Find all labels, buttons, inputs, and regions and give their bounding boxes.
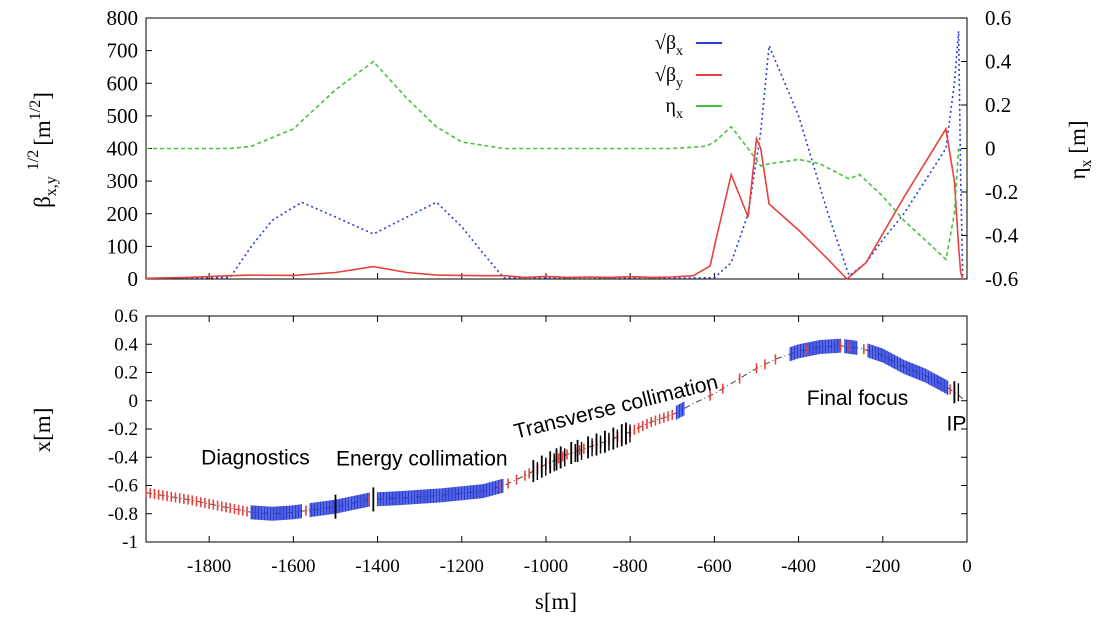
top-ytick-label: 800 xyxy=(107,6,139,30)
bottom-xtick-label: -400 xyxy=(781,556,816,577)
top-ytick-label: 0 xyxy=(128,267,139,291)
bottom-xtick-label: -600 xyxy=(697,556,732,577)
bottom-xtick-label: -1400 xyxy=(355,556,399,577)
bottom-ytick-label: 0.2 xyxy=(114,363,138,384)
legend-label-beta-x: √β xyxy=(655,32,676,54)
bottom-ytick-label: -0.6 xyxy=(108,476,138,497)
top-ytick-label: 200 xyxy=(107,202,139,226)
svg-text:ηx: ηx xyxy=(666,95,683,122)
legend-entry-beta-y: √βy xyxy=(655,64,722,91)
top-ytick-label: 400 xyxy=(107,137,139,161)
bottom-xtick-label: -800 xyxy=(613,556,648,577)
bottom-ytick-label: -1 xyxy=(122,532,138,553)
bottom-x-ticks: -1800 -1600 -1400 -1200 -1000 -800 -600 -400 -20… xyxy=(187,316,972,577)
top-ytick-label: 100 xyxy=(107,234,139,258)
top-y2tick-label: -0.2 xyxy=(985,180,1018,204)
top-ytick-label: 600 xyxy=(107,71,139,95)
legend-entry-eta-x: ηx xyxy=(666,95,722,122)
bottom-ytick-label: 0 xyxy=(129,391,139,412)
top-y2tick-label: -0.6 xyxy=(985,267,1018,291)
bottom-xtick-label: -1200 xyxy=(440,556,484,577)
series-line-x xyxy=(145,31,964,280)
top-ytick-label: 300 xyxy=(107,169,139,193)
bottom-ylabel: x[m] xyxy=(30,408,55,453)
annotation-label: Diagnostics xyxy=(201,446,310,469)
bottom-ytick-label: 0.6 xyxy=(114,306,138,327)
bottom-xtick-label: -1800 xyxy=(187,556,231,577)
series-line-x xyxy=(146,60,960,261)
legend-label-eta-x: η xyxy=(666,95,676,117)
legend-label-beta-y: √β xyxy=(655,64,676,86)
bottom-annotations: Diagnostics Energy collimationTransverse … xyxy=(201,371,966,471)
top-series xyxy=(145,31,964,281)
svg-text:√βy: √βy xyxy=(655,64,683,91)
bottom-ytick-label: -0.8 xyxy=(108,504,138,525)
top-ytick-label: 500 xyxy=(107,104,139,128)
top-y2tick-label: 0.2 xyxy=(985,93,1011,117)
annotation-label: IP xyxy=(947,412,967,435)
top-y2label: ηx [m] xyxy=(1065,121,1095,180)
bottom-ytick-label: -0.4 xyxy=(108,447,139,468)
top-y2tick-label: 0.6 xyxy=(985,6,1011,30)
bottom-xtick-label: -200 xyxy=(865,556,900,577)
annotation-label: Final focus xyxy=(807,387,909,410)
bottom-ytick-label: 0.4 xyxy=(114,334,138,355)
top-ylabel: βx,y1/2[m1/2] xyxy=(25,92,60,208)
bottom-xtick-label: -1000 xyxy=(524,556,568,577)
bottom-y-ticks: -1 -0.8 -0.6 -0.4 -0.2 0 0.2 0.4 0.6 xyxy=(108,306,967,553)
bottom-plot: -1-0.8-0.6-0.4-0.200.20.40.6 -1800 -1600-… xyxy=(30,306,972,614)
annotation-label: Energy collimation xyxy=(336,448,508,471)
series-line-y xyxy=(145,126,964,281)
top-y2tick-label: -0.4 xyxy=(985,224,1019,248)
bottom-ytick-label: -0.2 xyxy=(108,419,138,440)
top-y2tick-label: 0 xyxy=(985,137,996,161)
top-y2-ticks: -0.6 -0.4 -0.2 0 0.2 0.4 0.6 xyxy=(961,6,1019,291)
legend: √βx √βy ηx xyxy=(655,32,722,122)
bottom-xtick-label: -1600 xyxy=(271,556,315,577)
bottom-xlabel: s[m] xyxy=(535,589,577,614)
svg-text:√βx: √βx xyxy=(655,32,683,59)
beamline-elements xyxy=(145,338,960,521)
bottom-xtick-label: 0 xyxy=(962,556,972,577)
annotation-label: Transverse collimation xyxy=(512,371,721,444)
top-ytick-label: 700 xyxy=(107,39,139,63)
legend-entry-beta-x: √βx xyxy=(655,32,722,59)
top-y-ticks: 0 100 200 300 400 500 600 700 800 xyxy=(107,6,968,291)
top-y2tick-label: 0.4 xyxy=(985,50,1012,74)
